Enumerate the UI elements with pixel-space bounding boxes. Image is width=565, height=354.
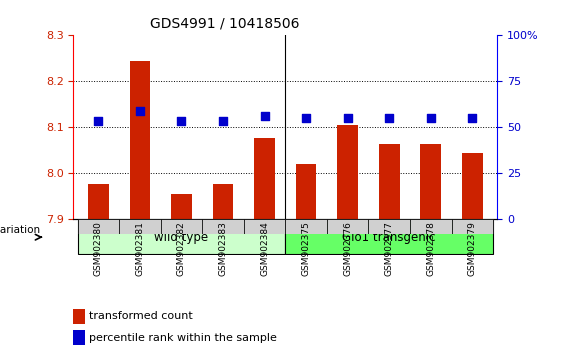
Bar bbox=[337, 125, 358, 219]
Bar bbox=[327, 219, 368, 234]
Bar bbox=[88, 184, 108, 219]
Bar bbox=[451, 219, 493, 234]
Text: GSM902375: GSM902375 bbox=[302, 221, 311, 276]
Point bbox=[302, 115, 311, 121]
Point bbox=[177, 118, 186, 123]
Bar bbox=[160, 219, 202, 234]
Bar bbox=[462, 153, 483, 219]
Text: genotype/variation: genotype/variation bbox=[0, 225, 41, 235]
Bar bbox=[73, 330, 85, 345]
Point bbox=[219, 118, 228, 123]
Point bbox=[94, 118, 103, 123]
Point bbox=[426, 115, 435, 121]
Text: GSM902381: GSM902381 bbox=[136, 221, 145, 276]
Bar bbox=[202, 219, 244, 234]
Text: GSM902377: GSM902377 bbox=[385, 221, 394, 276]
Text: GSM902384: GSM902384 bbox=[260, 221, 269, 276]
Text: GSM902380: GSM902380 bbox=[94, 221, 103, 276]
Text: Glo1 transgenic: Glo1 transgenic bbox=[342, 231, 436, 244]
Bar bbox=[285, 219, 327, 234]
Text: GSM902382: GSM902382 bbox=[177, 221, 186, 276]
Text: GSM902376: GSM902376 bbox=[343, 221, 352, 276]
FancyBboxPatch shape bbox=[77, 220, 285, 254]
Point bbox=[136, 109, 145, 114]
Bar bbox=[77, 219, 119, 234]
Bar bbox=[73, 309, 85, 324]
Text: GDS4991 / 10418506: GDS4991 / 10418506 bbox=[150, 16, 299, 30]
Bar bbox=[379, 144, 399, 219]
Bar bbox=[295, 164, 316, 219]
Bar bbox=[254, 138, 275, 219]
Bar bbox=[410, 219, 451, 234]
Point bbox=[385, 115, 394, 121]
Point bbox=[343, 115, 352, 121]
Point bbox=[468, 115, 477, 121]
Bar bbox=[212, 184, 233, 219]
Text: percentile rank within the sample: percentile rank within the sample bbox=[89, 332, 277, 343]
Bar bbox=[368, 219, 410, 234]
Text: wild type: wild type bbox=[154, 231, 208, 244]
Point bbox=[260, 113, 269, 119]
Bar bbox=[244, 219, 285, 234]
Text: GSM902378: GSM902378 bbox=[426, 221, 435, 276]
Bar bbox=[420, 144, 441, 219]
Bar bbox=[171, 194, 192, 219]
FancyBboxPatch shape bbox=[285, 220, 493, 254]
Text: GSM902383: GSM902383 bbox=[219, 221, 228, 276]
Text: GSM902379: GSM902379 bbox=[468, 221, 477, 276]
Bar bbox=[129, 61, 150, 219]
Bar bbox=[119, 219, 160, 234]
Text: transformed count: transformed count bbox=[89, 311, 193, 321]
